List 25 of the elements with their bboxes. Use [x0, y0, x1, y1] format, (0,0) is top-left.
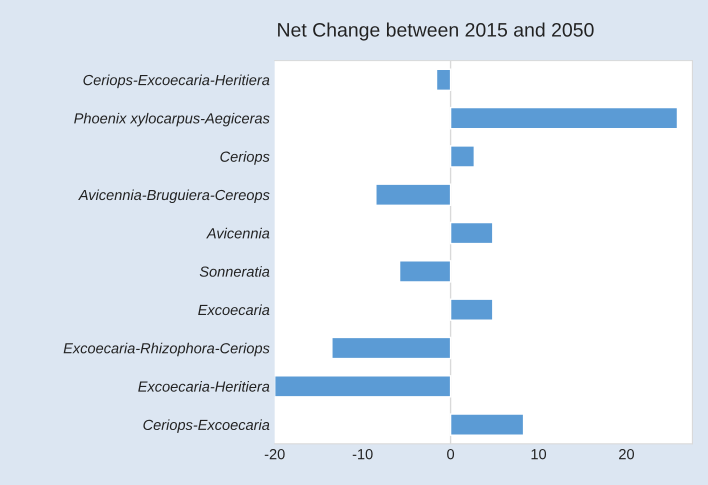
- bar: [375, 183, 452, 206]
- y-tick-label: Excoecaria: [198, 304, 270, 316]
- y-tick-label: Ceriops-Excoecaria: [143, 419, 270, 433]
- x-tick-label: -20: [264, 449, 285, 460]
- x-tick-label: 10: [532, 449, 546, 460]
- bar: [331, 336, 452, 360]
- y-tick-label: Sonneratia: [200, 266, 270, 277]
- bar: [450, 298, 494, 321]
- y-tick-label: Ceriops: [220, 151, 270, 165]
- y-tick-label: Ceriops-Excoecaria-Heritiera: [83, 74, 270, 88]
- bar: [450, 413, 524, 436]
- y-tick-label: Avicennia-Bruguiera-Cereops: [78, 189, 270, 204]
- y-tick-label: Excoecaria-Rhizophora-Ceriops: [64, 342, 270, 356]
- bar: [450, 106, 678, 130]
- bar: [398, 260, 452, 283]
- chart-title: Net Change between 2015 and 2050: [278, 22, 594, 41]
- x-tick-label: 0: [447, 449, 454, 460]
- y-tick-label: Phoenix xylocarpus-Aegiceras: [74, 112, 270, 126]
- bar: [450, 222, 494, 244]
- bar: [450, 145, 476, 168]
- y-tick-label: Excoecaria-Heritiera: [138, 381, 270, 392]
- bar: [436, 68, 452, 92]
- y-tick-label: Avicennia: [206, 228, 270, 238]
- x-tick-label: 20: [619, 449, 634, 460]
- x-tick-label: -10: [352, 449, 373, 460]
